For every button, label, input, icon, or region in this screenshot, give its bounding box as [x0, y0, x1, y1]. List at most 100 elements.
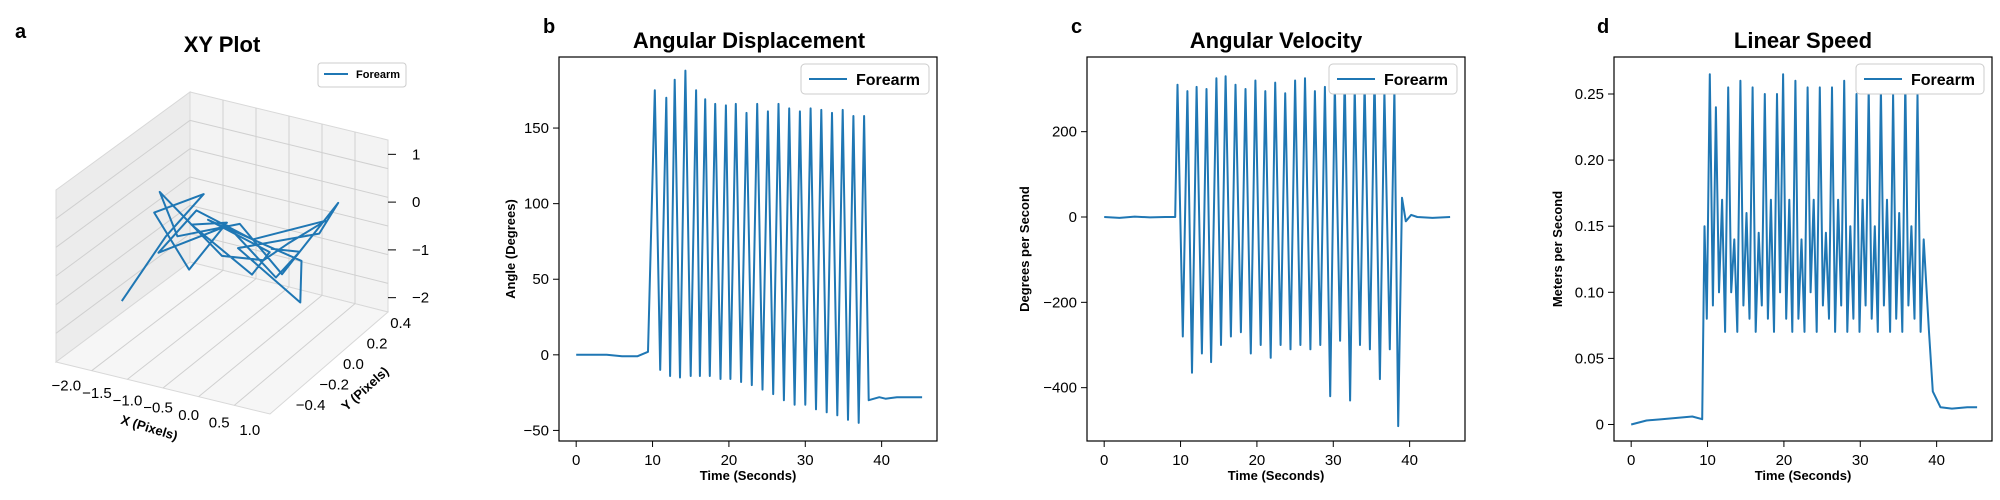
- x-tick-label-c-4: 40: [1401, 452, 1418, 469]
- x-tick-label-c-1: 10: [1172, 452, 1189, 469]
- legend-a: Forearm: [317, 62, 407, 88]
- y-tick-label-d-5: 0.25: [1575, 86, 1604, 103]
- x3d-tick-label-2: −1.0: [113, 392, 143, 409]
- panel-d: d Linear Speed 0 10 20 30 40 0 0.05 0.10 0.15 0.2…: [1550, 16, 1993, 483]
- legend-box-b: [800, 63, 930, 95]
- axes-c: 0 10 20 30 40 −400 −200 0 200: [1043, 124, 1418, 469]
- legend-label-c: Forearm: [1384, 72, 1448, 89]
- y3d-tick-label-2: 0.0: [343, 356, 364, 373]
- x-tick-label-c-3: 30: [1325, 452, 1342, 469]
- series-line-d: [1630, 73, 1978, 426]
- y3d-tick-label-1: −0.2: [319, 376, 349, 393]
- frame-b: [558, 56, 938, 442]
- grid-line: [234, 303, 356, 406]
- grid-line: [55, 204, 191, 306]
- x-tick-label-d-0: 0: [1627, 452, 1635, 469]
- xlabel-c: Time (Seconds): [1228, 468, 1325, 483]
- frame-d: [1613, 56, 1993, 442]
- y-tick-label-c-2: 0: [1069, 209, 1077, 226]
- legend-box-c: [1328, 63, 1458, 95]
- y-tick-label-d-4: 0.20: [1575, 152, 1604, 169]
- ylabel-c: Degrees per Second: [1017, 186, 1032, 312]
- y-tick-label-b-2: 50: [532, 271, 549, 288]
- frame-c: [1086, 56, 1466, 442]
- series-line-b: [576, 69, 923, 424]
- x-tick-label-d-1: 10: [1699, 452, 1716, 469]
- y-tick-label-c-1: −200: [1043, 294, 1077, 311]
- chart-title-b: Angular Displacement: [633, 28, 866, 53]
- z3d-tick-label-0: 1: [412, 146, 420, 163]
- y3d-tick-label-4: 0.4: [390, 315, 411, 332]
- x-tick-label-d-4: 40: [1928, 452, 1945, 469]
- x-tick-label-b-1: 10: [644, 452, 661, 469]
- y3d-tick-label-3: 0.2: [367, 336, 388, 353]
- x-tick-label-c-0: 0: [1100, 452, 1108, 469]
- y-tick-label-d-2: 0.10: [1575, 284, 1604, 301]
- panel-label-b: b: [543, 16, 555, 38]
- panel-b: b Angular Displacement 0 10 20 30 40 −50 0 50 10…: [503, 16, 938, 483]
- x-tick-label-b-2: 20: [721, 452, 738, 469]
- ylabel-b: Angle (Degrees): [503, 199, 518, 299]
- y-tick-label-d-1: 0.05: [1575, 350, 1604, 367]
- x3d-tick-label-0: −2.0: [52, 377, 82, 394]
- chart-title-c: Angular Velocity: [1190, 28, 1363, 53]
- grid-3d: [55, 100, 389, 406]
- x-tick-label-c-2: 20: [1249, 452, 1266, 469]
- axes-d: 0 10 20 30 40 0 0.05 0.10 0.15 0.20 0.25: [1575, 86, 1945, 469]
- series-line-c: [1104, 75, 1451, 428]
- panel-label-d: d: [1597, 16, 1609, 38]
- grid-line: [162, 286, 290, 389]
- xy-trajectory-line: [120, 190, 340, 304]
- y-tick-label-b-1: 0: [541, 347, 549, 364]
- x3d-tick-label-3: −0.5: [143, 400, 173, 417]
- grid-line: [127, 278, 257, 380]
- panel-label-c: c: [1071, 16, 1082, 38]
- chart-title-a: XY Plot: [184, 32, 261, 57]
- legend-d: Forearm: [1855, 63, 1985, 95]
- y-tick-label-d-0: 0: [1596, 416, 1604, 433]
- xlabel-d: Time (Seconds): [1755, 468, 1852, 483]
- legend-label-b: Forearm: [856, 72, 920, 89]
- legend-c: Forearm: [1328, 63, 1458, 95]
- panel-label-a: a: [15, 21, 27, 43]
- y-tick-label-d-3: 0.15: [1575, 218, 1604, 235]
- grid-line: [55, 233, 191, 334]
- x3d-tick-label-4: 0.0: [178, 407, 199, 424]
- panel-c: c Angular Velocity 0 10 20 30 40 −400 −200 0 200…: [1017, 16, 1466, 483]
- y-tick-label-c-3: 200: [1052, 124, 1077, 141]
- grid-line: [189, 233, 389, 284]
- legend-b: Forearm: [800, 63, 930, 95]
- legend-box-d: [1855, 63, 1985, 95]
- x-tick-label-b-0: 0: [572, 452, 580, 469]
- grid-line: [198, 294, 323, 398]
- y-tick-label-b-0: −50: [524, 422, 549, 439]
- axis-ticks-3d: −2.0 −1.5 −1.0 −0.5 0.0 0.5 1.0−0.4−0.20.00.20…: [52, 146, 430, 439]
- y-tick-label-c-0: −400: [1043, 380, 1077, 397]
- z3d-tick-label-2: −1: [412, 242, 429, 259]
- panel-a: a XY Plot −2.0 −1.5 −1.0 −0.5 0.0 0.5 1.0 −0.4 −…: [15, 21, 429, 443]
- grid-line: [55, 176, 191, 277]
- legend-label-a: Forearm: [356, 69, 400, 81]
- x-tick-label-b-4: 40: [873, 452, 890, 469]
- grid-line: [55, 148, 191, 248]
- y3d-tick-label-0: −0.4: [296, 397, 326, 414]
- legend-box-a: [317, 62, 407, 88]
- grid-line: [55, 119, 191, 220]
- z3d-tick-label-1: 0: [412, 194, 420, 211]
- x3d-tick-label-1: −1.5: [82, 385, 112, 402]
- chart-title-d: Linear Speed: [1734, 28, 1872, 53]
- axes-b: 0 10 20 30 40 −50 0 50 100 150: [524, 120, 890, 469]
- y-tick-label-b-3: 100: [524, 196, 549, 213]
- y-tick-label-b-4: 150: [524, 120, 549, 137]
- x-tick-label-d-2: 20: [1776, 452, 1793, 469]
- x-tick-label-d-3: 30: [1852, 452, 1869, 469]
- legend-label-d: Forearm: [1911, 72, 1975, 89]
- ylabel-d: Meters per Second: [1550, 191, 1565, 307]
- xlabel-b: Time (Seconds): [700, 468, 797, 483]
- grid-line: [91, 269, 224, 372]
- z3d-tick-label-3: −2: [412, 290, 429, 307]
- x3d-tick-label-6: 1.0: [239, 422, 260, 439]
- x-tick-label-b-3: 30: [797, 452, 814, 469]
- x3d-tick-label-5: 0.5: [209, 415, 230, 432]
